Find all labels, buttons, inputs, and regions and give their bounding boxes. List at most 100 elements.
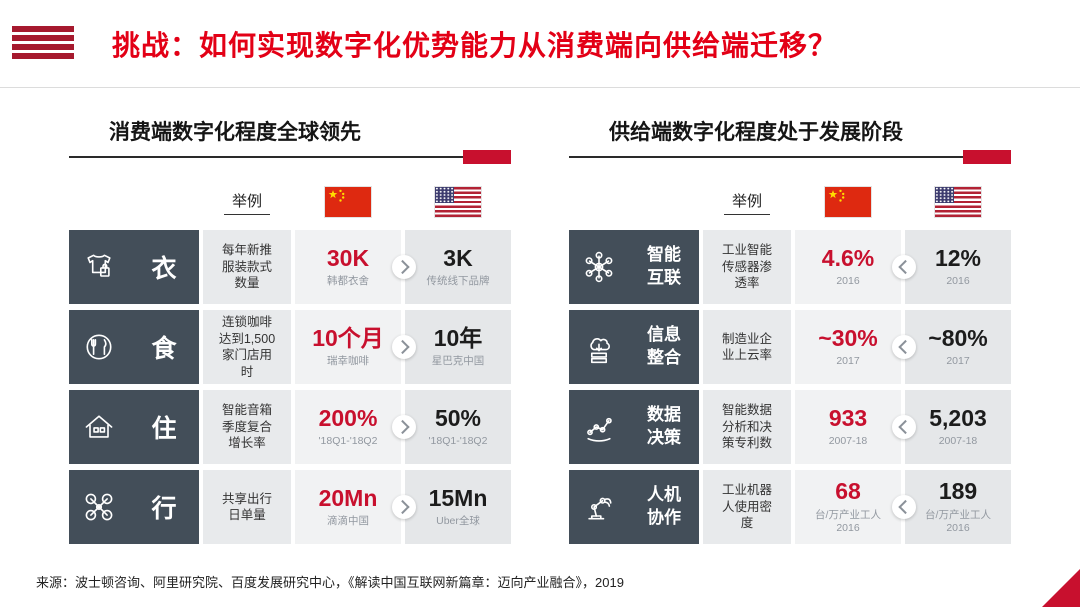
usa-flag <box>934 186 982 218</box>
usa-value: 50% <box>434 404 482 431</box>
network-icon <box>569 249 629 285</box>
table-row: 住 智能音箱 季度复合 增长率 200% '18Q1-'18Q2 50% '18… <box>69 390 511 464</box>
china-value-note: 2017 <box>836 355 860 368</box>
table-row: 智能 互联 工业智能 传感器渗 透率 4.6% 2016 12% 2016 <box>569 230 1011 304</box>
table-header: 举例 <box>569 174 1011 230</box>
metric-description: 制造业企 业上云率 <box>703 310 791 384</box>
example-label: 举例 <box>723 190 770 215</box>
china-value-note: 韩都衣舍 <box>327 275 369 288</box>
metric-description: 每年新推 服装款式 数量 <box>203 230 291 304</box>
slide-title: 挑战：如何实现数字化优势能力从消费端向供给端迁移？ <box>112 29 838 61</box>
consumer-panel: 消费端数字化程度全球领先 举例 <box>69 116 511 550</box>
category-cell: 数据 决策 <box>569 390 699 464</box>
china-flag <box>824 186 872 218</box>
category-cell: 行 <box>69 470 199 544</box>
heading-accent-bar <box>963 150 1011 164</box>
china-value: 30K <box>326 244 370 271</box>
table-header: 举例 <box>69 174 511 230</box>
less-than-icon <box>892 255 916 279</box>
china-value-cell: 200% '18Q1-'18Q2 <box>295 390 416 464</box>
usa-value-note: '18Q1-'18Q2 <box>428 435 488 448</box>
clothing-icon <box>69 249 129 285</box>
company-logo <box>12 25 74 62</box>
china-value-cell: 30K 韩都衣舍 <box>295 230 416 304</box>
example-label: 举例 <box>223 190 270 215</box>
usa-value-note: 传统线下品牌 <box>426 275 490 288</box>
category-cell: 食 <box>69 310 199 384</box>
consumer-heading-text: 消费端数字化程度全球领先 <box>109 121 361 144</box>
usa-value-cell: 189 台/万产业工人 2016 <box>905 470 1011 544</box>
category-cell: 人机 协作 <box>569 470 699 544</box>
greater-than-icon <box>392 255 416 279</box>
usa-value-note: Uber全球 <box>436 515 480 528</box>
slide-header: 挑战：如何实现数字化优势能力从消费端向供给端迁移？ <box>0 0 1080 88</box>
category-label: 食 <box>151 335 177 363</box>
china-value-note: 瑞幸咖啡 <box>327 355 369 368</box>
usa-value: 12% <box>934 244 982 271</box>
usa-value: 10年 <box>433 324 483 351</box>
china-value-cell: 4.6% 2016 <box>795 230 916 304</box>
table-row: 衣 每年新推 服装款式 数量 30K 韩都衣舍 3K 传统线下品牌 <box>69 230 511 304</box>
greater-than-icon <box>392 415 416 439</box>
usa-value: 3K <box>443 244 473 271</box>
china-value-note: 2007-18 <box>828 435 868 448</box>
usa-value-cell: 5,203 2007-18 <box>905 390 1011 464</box>
usa-flag-canton <box>435 187 454 203</box>
less-than-icon <box>892 495 916 519</box>
category-label: 数据 决策 <box>647 405 681 447</box>
china-value: 200% <box>318 404 378 431</box>
china-value-cell: 10个月 瑞幸咖啡 <box>295 310 416 384</box>
house-icon <box>69 409 129 445</box>
heading-accent-bar <box>463 150 511 164</box>
china-value-note: 滴滴中国 <box>327 515 369 528</box>
greater-than-icon <box>392 495 416 519</box>
category-label: 人机 协作 <box>647 485 681 527</box>
usa-value: 5,203 <box>929 404 987 431</box>
usa-value-cell: 50% '18Q1-'18Q2 <box>405 390 511 464</box>
usa-value-cell: 10年 星巴克中国 <box>405 310 511 384</box>
category-label: 信息 整合 <box>647 325 681 367</box>
supply-heading-text: 供给端数字化程度处于发展阶段 <box>609 121 903 144</box>
category-cell: 住 <box>69 390 199 464</box>
china-value: 10个月 <box>312 324 384 351</box>
usa-value: 189 <box>938 478 978 505</box>
greater-than-icon <box>392 335 416 359</box>
china-value-note: 2016 <box>836 275 860 288</box>
robot-arm-icon <box>569 489 629 525</box>
china-value-note: 台/万产业工人 2016 <box>815 508 881 534</box>
category-label: 智能 互联 <box>647 245 681 287</box>
category-label: 行 <box>151 495 177 523</box>
usa-value-cell: 12% 2016 <box>905 230 1011 304</box>
metric-description: 智能数据 分析和决 策专利数 <box>703 390 791 464</box>
mobility-icon <box>69 489 129 525</box>
data-decision-icon <box>569 409 629 445</box>
table-row: 食 连锁咖啡 达到1,500 家门店用 时 10个月 瑞幸咖啡 10年 星巴克中… <box>69 310 511 384</box>
china-value: 4.6% <box>821 244 875 271</box>
china-value-note: '18Q1-'18Q2 <box>318 435 378 448</box>
usa-value: ~80% <box>928 324 988 351</box>
china-value-cell: 933 2007-18 <box>795 390 916 464</box>
usa-value-note: 2017 <box>946 355 970 368</box>
less-than-icon <box>892 335 916 359</box>
usa-value: 15Mn <box>428 484 488 511</box>
usa-flag <box>434 186 482 218</box>
category-label: 衣 <box>151 255 177 283</box>
metric-description: 工业智能 传感器渗 透率 <box>703 230 791 304</box>
comparison-panels: 消费端数字化程度全球领先 举例 <box>0 88 1080 550</box>
table-row: 信息 整合 制造业企 业上云率 ~30% 2017 ~80% 2017 <box>569 310 1011 384</box>
category-label: 住 <box>151 415 177 443</box>
china-value-cell: 20Mn 滴滴中国 <box>295 470 416 544</box>
category-cell: 智能 互联 <box>569 230 699 304</box>
supply-panel: 供给端数字化程度处于发展阶段 举例 <box>569 116 1011 550</box>
category-cell: 衣 <box>69 230 199 304</box>
table-row: 数据 决策 智能数据 分析和决 策专利数 933 2007-18 5,203 2… <box>569 390 1011 464</box>
china-value: 20Mn <box>318 484 378 511</box>
china-value: 68 <box>835 478 861 505</box>
china-value: 933 <box>828 404 868 431</box>
china-value-cell: ~30% 2017 <box>795 310 916 384</box>
table-row: 行 共享出行 日单量 20Mn 滴滴中国 15Mn Uber全球 <box>69 470 511 544</box>
dining-icon <box>69 329 129 365</box>
table-row: 人机 协作 工业机器 人使用密 度 68 台/万产业工人 2016 189 台/… <box>569 470 1011 544</box>
usa-value-note: 2007-18 <box>938 435 978 448</box>
metric-description: 智能音箱 季度复合 增长率 <box>203 390 291 464</box>
